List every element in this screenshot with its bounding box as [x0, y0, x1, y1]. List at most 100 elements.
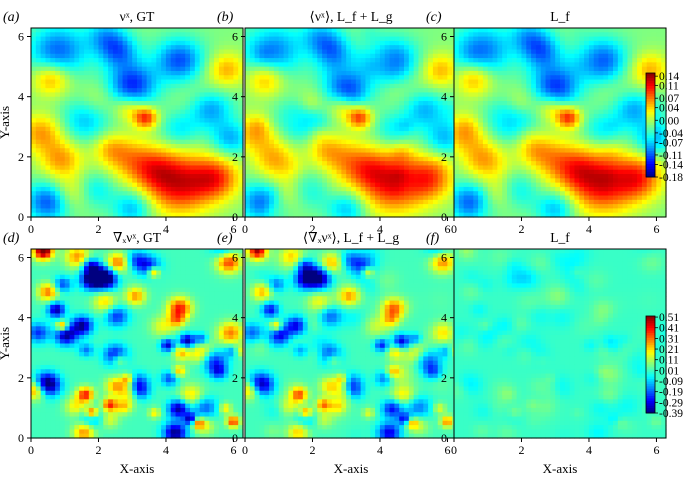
heatmap-cell [93, 178, 100, 184]
heatmap-cell [408, 75, 415, 81]
heatmap-cell [507, 92, 513, 98]
heatmap-cell [632, 40, 638, 46]
heatmap-cell [288, 58, 294, 63]
heatmap-cell [293, 152, 299, 158]
heatmap-cell [194, 105, 201, 111]
heatmap-cell [375, 143, 381, 149]
heatmap-cell [473, 113, 479, 119]
heatmap-cell [346, 199, 352, 205]
heatmap-cell [579, 101, 585, 106]
heatmap-cell [516, 62, 523, 68]
heatmap-cell [574, 105, 580, 111]
heatmap-cell [360, 174, 367, 179]
heatmap-cell [259, 36, 265, 42]
heatmap-cell [336, 75, 342, 81]
heatmap-cell [245, 53, 251, 59]
heatmap-cell [482, 53, 489, 59]
heatmap-cell [254, 58, 261, 63]
heatmap-cell [108, 83, 114, 89]
heatmap-cell [379, 49, 386, 55]
heatmap-cell [233, 36, 239, 42]
heatmap-cell [661, 66, 667, 72]
heatmap-cell [228, 88, 234, 94]
heatmap-cell [341, 131, 347, 136]
heatmap-cell [418, 101, 424, 106]
heatmap-cell [161, 101, 167, 106]
heatmap-cell [375, 28, 381, 33]
heatmap-cell [238, 126, 244, 132]
heatmap-cell [228, 161, 234, 167]
heatmap-cell [637, 113, 643, 119]
heatmap-cell [379, 152, 386, 158]
heatmap-cell [40, 208, 47, 214]
heatmap-cell [254, 126, 261, 132]
heatmap-cell [141, 135, 148, 141]
heatmap-cell [365, 96, 371, 102]
heatmap-cell [370, 139, 376, 145]
heatmap-cell [326, 113, 333, 119]
heatmap-cell [64, 101, 71, 106]
heatmap-cell [584, 32, 590, 38]
heatmap-cell [437, 36, 444, 42]
heatmap-cell [199, 152, 206, 158]
heatmap-cell [507, 118, 513, 124]
heatmap-cell [408, 109, 415, 115]
heatmap-cell [122, 165, 128, 171]
heatmap-cell [137, 178, 143, 184]
heatmap-cell [627, 75, 633, 81]
heatmap-cell [394, 182, 400, 188]
heatmap-cell [516, 109, 523, 115]
heatmap-cell [312, 212, 318, 218]
heatmap-cell [141, 122, 148, 128]
heatmap-cell [432, 92, 439, 98]
heatmap-cell [112, 88, 119, 94]
heatmap-cell [180, 156, 186, 162]
heatmap-cell [223, 105, 230, 111]
heatmap-cell [218, 178, 225, 184]
heatmap-cell [45, 40, 51, 46]
heatmap-cell [194, 191, 201, 197]
heatmap-cell [218, 161, 225, 167]
heatmap-cell [88, 83, 95, 89]
heatmap-cell [497, 122, 503, 128]
heatmap-cell [245, 195, 251, 201]
heatmap-cell [194, 62, 201, 68]
heatmap-cell [170, 122, 177, 128]
heatmap-cell [326, 36, 333, 42]
heatmap-cell [132, 58, 138, 63]
heatmap-cell [88, 45, 95, 51]
heatmap-cell [432, 148, 439, 154]
heatmap-cell [31, 204, 37, 210]
heatmap-cell [593, 28, 600, 33]
heatmap-cell [389, 122, 395, 128]
heatmap-cell [351, 143, 357, 149]
heatmap-cell [404, 58, 410, 63]
heatmap-cell [283, 58, 289, 63]
heatmap-cell [98, 178, 104, 184]
heatmap-cell [442, 101, 448, 106]
heatmap-cell [273, 174, 280, 179]
heatmap-cell [598, 122, 604, 128]
heatmap-cell [555, 131, 561, 136]
heatmap-cell [278, 75, 285, 81]
heatmap-cell [223, 79, 230, 85]
heatmap-cell [59, 212, 66, 218]
heatmap-cell [418, 143, 424, 149]
heatmap-cell [442, 49, 448, 55]
heatmap-cell [74, 105, 80, 111]
heatmap-cell [199, 174, 206, 179]
heatmap-cell [127, 49, 133, 55]
heatmap-cell [432, 208, 439, 214]
heatmap-cell [209, 178, 215, 184]
heatmap-cell [269, 53, 275, 59]
heatmap-cell [473, 62, 479, 68]
heatmap-cell [447, 118, 453, 124]
heatmap-cell [151, 122, 157, 128]
heatmap-cell [112, 178, 119, 184]
heatmap-cell [137, 58, 143, 63]
heatmap-cell [74, 36, 80, 42]
heatmap-cell [428, 118, 434, 124]
heatmap-cell [346, 182, 352, 188]
heatmap-cell [389, 40, 395, 46]
heatmap-cell [482, 45, 489, 51]
